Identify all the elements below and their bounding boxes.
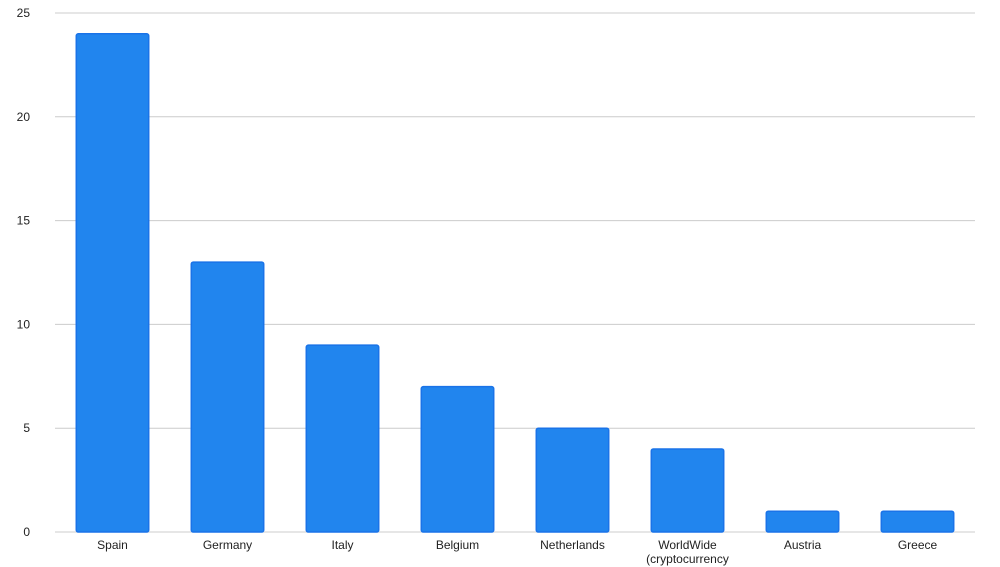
bar	[765, 510, 840, 533]
x-tick-label: Italy	[331, 538, 353, 552]
bar	[75, 33, 150, 533]
x-tick-label: Belgium	[436, 538, 479, 552]
bar	[420, 385, 495, 533]
y-tick-label: 5	[23, 421, 30, 435]
bar	[305, 344, 380, 533]
y-tick-label: 15	[17, 214, 31, 228]
x-tick-label: Spain	[97, 538, 128, 552]
x-tick-label: WorldWide (cryptocurrency	[646, 538, 729, 566]
bar	[650, 448, 725, 533]
x-tick-label: Greece	[898, 538, 938, 552]
y-tick-label: 25	[17, 6, 31, 20]
y-tick-label: 0	[23, 525, 30, 539]
y-tick-label: 20	[17, 110, 31, 124]
x-tick-label: Germany	[203, 538, 252, 552]
bar	[535, 427, 610, 533]
y-tick-label: 10	[17, 317, 31, 331]
bar	[190, 261, 265, 533]
x-tick-label: Austria	[784, 538, 822, 552]
bar	[880, 510, 955, 533]
x-tick-label: Netherlands	[540, 538, 605, 552]
